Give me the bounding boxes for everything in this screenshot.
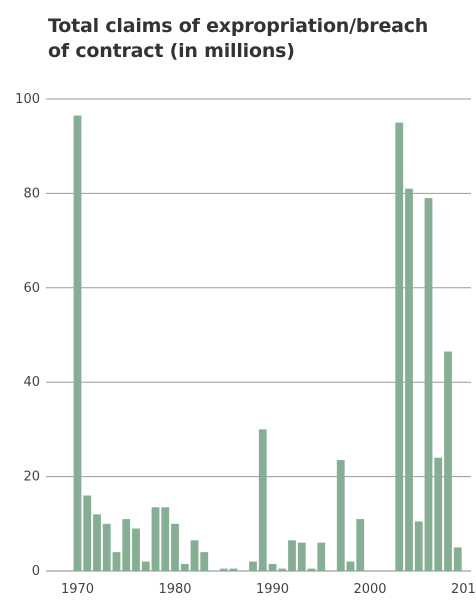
bar-1997 — [336, 460, 345, 571]
bar-1991 — [278, 568, 287, 571]
bar-2008 — [444, 351, 452, 571]
bar-1973 — [102, 523, 111, 571]
bar-1981 — [180, 563, 189, 571]
bars — [73, 115, 462, 572]
bar-1992 — [288, 540, 296, 571]
y-axis-labels: 0 20 40 60 80 100 — [15, 92, 40, 579]
bar-1998 — [346, 561, 355, 571]
bar-2005 — [414, 521, 423, 571]
x-tick-label: 2000 — [353, 582, 386, 597]
bar-1971 — [83, 495, 92, 571]
y-tick-label: 80 — [23, 186, 40, 201]
bar-1980 — [171, 523, 179, 571]
bar-1982 — [190, 540, 199, 571]
y-tick-label: 100 — [15, 92, 40, 107]
bar-1994 — [307, 568, 316, 571]
x-tick-label: 2010 — [451, 582, 476, 597]
bar-1999 — [356, 519, 365, 571]
bar-1975 — [122, 519, 131, 571]
bar-1983 — [200, 552, 209, 571]
bar-1990 — [268, 563, 277, 571]
bar-2003 — [395, 122, 404, 571]
y-tick-label: 20 — [23, 470, 40, 485]
bar-1976 — [132, 528, 140, 571]
chart-title: Total claims of expropriation/breach of … — [48, 15, 429, 62]
bar-1974 — [112, 552, 121, 571]
y-tick-label: 60 — [23, 281, 40, 296]
y-tick-label: 0 — [32, 564, 40, 579]
bar-1995 — [317, 542, 326, 571]
bar-1970 — [73, 115, 82, 572]
bar-2004 — [405, 188, 413, 571]
bar-1972 — [93, 514, 101, 571]
bar-1993 — [297, 542, 306, 571]
x-axis-labels: 1970 1980 1990 2000 2010 — [61, 582, 476, 597]
bar-1978 — [151, 507, 160, 571]
bar-1988 — [249, 561, 257, 571]
bar-1986 — [229, 568, 238, 571]
bar-2007 — [434, 457, 443, 571]
bar-1979 — [161, 507, 170, 571]
bar-1989 — [258, 429, 267, 571]
bar-1985 — [219, 568, 228, 571]
bar-2006 — [424, 198, 433, 571]
y-tick-label: 40 — [23, 375, 40, 390]
bar-2009 — [453, 547, 462, 571]
bar-1977 — [141, 561, 150, 571]
x-tick-label: 1970 — [61, 582, 94, 597]
x-tick-label: 1990 — [256, 582, 289, 597]
x-tick-label: 1980 — [158, 582, 191, 597]
